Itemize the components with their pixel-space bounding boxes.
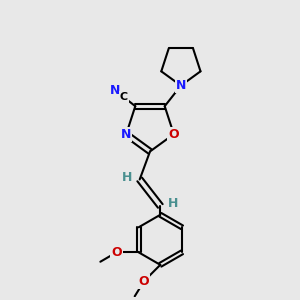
Text: O: O (111, 246, 122, 259)
Text: H: H (122, 171, 133, 184)
Text: N: N (121, 128, 131, 141)
Text: N: N (176, 79, 186, 92)
Text: N: N (110, 83, 120, 97)
Text: C: C (120, 92, 128, 102)
Text: O: O (169, 128, 179, 141)
Text: H: H (167, 197, 178, 210)
Text: O: O (139, 274, 149, 287)
